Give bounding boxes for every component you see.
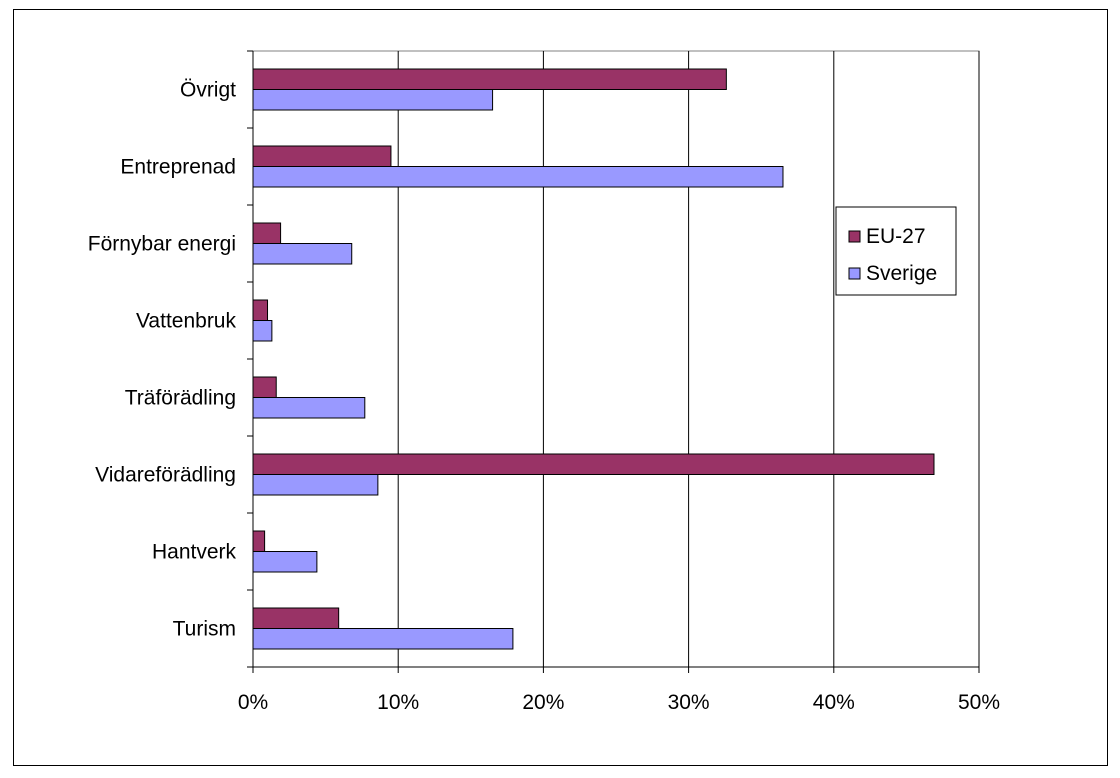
bar-eu27	[252, 376, 277, 398]
x-tick-label: 40%	[813, 691, 855, 714]
legend-swatch	[848, 267, 861, 280]
bar-eu27	[252, 299, 269, 321]
bar-eu27	[252, 145, 392, 167]
bar-sverige	[252, 243, 353, 265]
category-label: Entreprenad	[120, 156, 236, 179]
legend-swatch	[848, 230, 861, 243]
bar-eu27	[252, 607, 340, 629]
category-label: Vidareförädling	[95, 464, 236, 487]
bar-sverige	[252, 89, 494, 111]
legend-box	[835, 206, 957, 296]
x-tick-label: 30%	[668, 691, 710, 714]
x-tick-label: 10%	[377, 691, 419, 714]
bar-eu27	[252, 530, 266, 552]
category-label: Övrigt	[180, 79, 236, 102]
legend-item-sverige: Sverige	[866, 262, 937, 285]
grid-lines	[397, 51, 980, 667]
bar-chart: 0% 10% 20% 30% 40% 50% Turism Hantverk Vidarefö…	[88, 50, 1000, 714]
category-label: Hantverk	[152, 541, 237, 564]
category-label: Träförädling	[125, 387, 236, 410]
bar-sverige	[252, 166, 784, 188]
bar-sverige	[252, 474, 379, 496]
category-label: Förnybar energi	[88, 233, 236, 256]
legend: EU-27 Sverige	[835, 206, 957, 296]
legend-item-eu27: EU-27	[866, 225, 926, 248]
bar-eu27	[252, 68, 727, 90]
category-label: Vattenbruk	[136, 310, 237, 333]
x-tick-label: 0%	[238, 691, 268, 714]
bar-sverige	[252, 551, 318, 573]
category-label: Turism	[173, 618, 236, 641]
bars	[252, 68, 935, 650]
bar-eu27	[252, 222, 282, 244]
chart-frame: 0% 10% 20% 30% 40% 50% Turism Hantverk Vidarefö…	[13, 9, 1108, 766]
bar-eu27	[252, 453, 935, 475]
bar-sverige	[252, 320, 273, 342]
x-tick-label: 50%	[958, 691, 1000, 714]
y-axis-category-labels: Turism Hantverk Vidareförädling Träförädlin…	[88, 79, 237, 641]
plot-area	[252, 50, 980, 668]
x-tick-label: 20%	[522, 691, 564, 714]
x-axis-tick-labels: 0% 10% 20% 30% 40% 50%	[238, 691, 1000, 714]
bar-sverige	[252, 397, 366, 419]
bar-sverige	[252, 628, 514, 650]
axes	[247, 50, 980, 673]
